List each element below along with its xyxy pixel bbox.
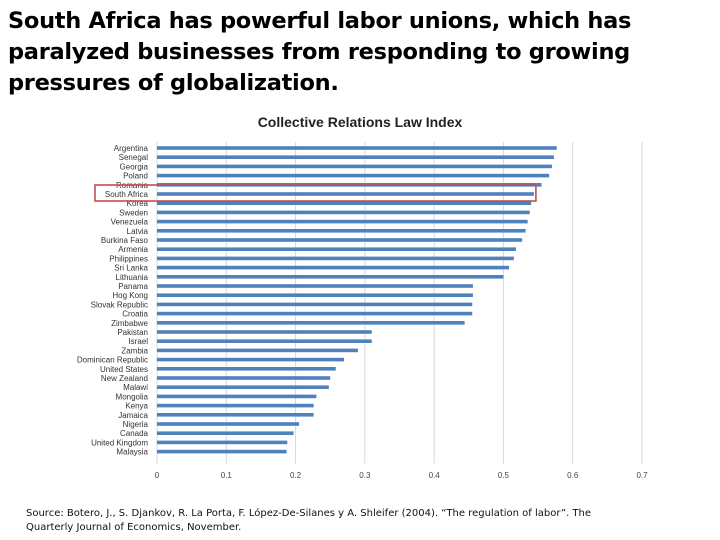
source-note: Source: Botero, J., S. Djankov, R. La Po… — [26, 508, 592, 533]
category-label: Croatia — [122, 310, 148, 319]
category-label: Malaysia — [116, 448, 148, 457]
bar — [157, 449, 287, 454]
category-label: Israel — [128, 337, 148, 346]
bar — [157, 367, 336, 371]
category-label: Kenya — [125, 402, 148, 411]
category-label: Canada — [120, 429, 149, 438]
category-label: Zambia — [121, 346, 148, 355]
category-label: Georgia — [120, 162, 149, 171]
category-label: Korea — [127, 199, 149, 208]
category-label: Dominican Republic — [77, 356, 148, 365]
bar — [157, 431, 294, 435]
category-label: Poland — [123, 172, 148, 181]
x-axis-ticks: 0 0.1 0.2 0.3 0.4 0.5 0.6 0.7 — [155, 471, 648, 480]
bar — [157, 201, 532, 205]
bar — [157, 164, 552, 169]
category-label: Armenia — [118, 245, 148, 254]
x-tick-label: 0.1 — [221, 471, 233, 480]
bar — [157, 275, 504, 279]
category-label: Venezuela — [111, 218, 149, 227]
bar — [157, 238, 523, 242]
bar — [157, 284, 473, 288]
category-label: Jamaica — [118, 411, 148, 420]
bar — [157, 173, 550, 178]
bar — [157, 192, 534, 196]
category-label: Panama — [118, 282, 148, 291]
x-tick-label: 0.5 — [498, 471, 510, 480]
south-africa-highlight-box — [94, 184, 537, 202]
slide-title: South Africa has powerful labor unions, … — [8, 8, 632, 96]
bar — [157, 403, 314, 408]
category-label: United Kingdom — [91, 438, 148, 447]
category-label: South Africa — [105, 190, 149, 199]
bar — [157, 376, 331, 380]
category-label: Senegal — [119, 153, 149, 162]
bar — [157, 155, 555, 159]
x-tick-label: 0.7 — [636, 471, 648, 480]
category-label: Lithuania — [116, 273, 149, 282]
x-tick-label: 0.6 — [567, 471, 579, 480]
category-label: Philippines — [109, 254, 148, 263]
x-tick-label: 0.2 — [290, 471, 302, 480]
bar — [157, 422, 300, 426]
category-label: Pakistan — [117, 328, 148, 337]
bar — [157, 311, 473, 316]
bar — [157, 210, 530, 215]
bar — [157, 321, 465, 325]
bar — [157, 348, 358, 353]
x-tick-label: 0.4 — [429, 471, 441, 480]
bar — [157, 302, 473, 307]
bar — [157, 330, 372, 334]
bar — [157, 413, 314, 417]
category-label: Hog Kong — [112, 291, 148, 300]
category-label: Zimbabwe — [111, 319, 148, 328]
bar — [157, 229, 526, 233]
bar — [157, 440, 288, 445]
bar — [157, 394, 317, 399]
category-label: Latvia — [127, 227, 149, 236]
category-label: Malawi — [123, 383, 148, 392]
category-label: Nigeria — [123, 420, 149, 429]
chart-title: Collective Relations Law Index — [258, 114, 463, 130]
bar — [157, 385, 329, 389]
bar — [157, 219, 528, 224]
category-label: United States — [100, 365, 148, 374]
category-label: Sweden — [119, 208, 148, 217]
bar — [157, 265, 509, 270]
category-labels: ArgentinaSenegalGeorgiaPolandRomaniaSout… — [77, 144, 149, 457]
category-label: Burkina Faso — [101, 236, 149, 245]
category-label: Mongolia — [116, 392, 149, 401]
x-tick-label: 0 — [155, 471, 160, 480]
category-label: Sri Lanka — [114, 264, 148, 273]
bar — [157, 357, 345, 362]
bar — [157, 339, 372, 343]
x-tick-label: 0.3 — [359, 471, 371, 480]
category-label: Slovak Republic — [91, 300, 148, 309]
bar — [157, 256, 514, 261]
bar — [157, 293, 473, 297]
bar — [157, 247, 516, 251]
category-label: New Zealand — [101, 374, 148, 383]
category-label: Argentina — [114, 144, 149, 153]
bars — [157, 146, 557, 454]
bar — [157, 146, 557, 150]
